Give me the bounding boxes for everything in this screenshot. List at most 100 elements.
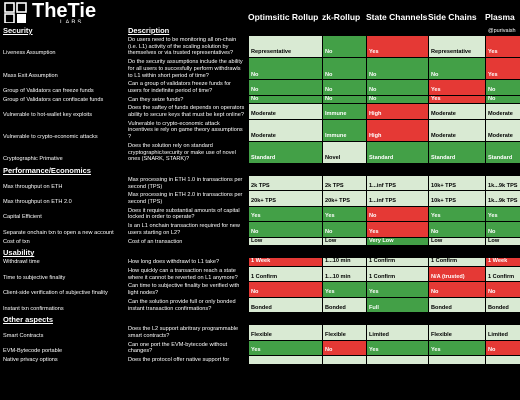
value-cell: Moderate <box>248 118 323 142</box>
value-cell: No <box>366 79 429 96</box>
value-cell: Full <box>366 296 429 314</box>
row-description: Do users need to be monitoring all on-ch… <box>125 34 249 59</box>
value-cell: Bonded <box>428 296 486 314</box>
value-cell: Moderate <box>248 103 323 120</box>
section-row: Performance/Economics <box>0 162 520 176</box>
spacer <box>322 312 367 326</box>
column-headers: Optimsitic Rollup zk-Rollup State Channels… <box>248 12 520 22</box>
value-cell: Standard <box>428 140 486 164</box>
table-body: Security Description @purivaish Liveness As… <box>0 23 520 365</box>
row-label: Time to subjective finality <box>0 265 126 283</box>
value-cell: Yes <box>366 34 429 59</box>
value-cell: No <box>322 57 367 81</box>
table-row: Client-side verification of subjective f… <box>0 281 520 298</box>
row-label: Max throughput on ETH <box>0 174 126 192</box>
row-description: Max processing in ETH 1.0 in transaction… <box>125 174 249 192</box>
handle <box>485 245 520 259</box>
value-cell: 1 Week <box>485 257 520 267</box>
value-cell: Bonded <box>248 296 323 314</box>
row-label: Client-side verification of subjective f… <box>0 281 126 298</box>
value-cell: No <box>248 221 323 238</box>
value-cell: N/A (trusted) <box>428 265 486 283</box>
value-cell: 20k+ TPS <box>322 190 367 207</box>
table-row: Liveness Assumption Do users need to be m… <box>0 34 520 59</box>
section-title: Performance/Economics <box>0 162 126 176</box>
value-cell: Moderate <box>428 118 486 142</box>
value-cell: 10k+ TPS <box>428 174 486 192</box>
value-cell <box>428 355 486 365</box>
row-label: Mass Exit Assumption <box>0 57 126 81</box>
value-cell: No <box>366 57 429 81</box>
row-label: Cryptographic Primative <box>0 140 126 164</box>
value-cell: No <box>322 221 367 238</box>
row-label: Max throughput on ETH 2.0 <box>0 190 126 207</box>
value-cell: No <box>322 339 367 357</box>
value-cell: Immune <box>322 103 367 120</box>
value-cell: High <box>366 118 429 142</box>
spacer <box>248 312 323 326</box>
section-title: Other aspects <box>0 312 126 326</box>
row-label: Vulnerable to hot-wallet key exploits <box>0 103 126 120</box>
table-row: Group of Validators can confiscate funds… <box>0 94 520 105</box>
row-description: Does it require substantial amounts of c… <box>125 205 249 223</box>
value-cell <box>322 355 367 365</box>
column-header: Side Chains <box>428 12 477 22</box>
spacer <box>248 23 323 36</box>
handle <box>485 162 520 176</box>
value-cell: 20k+ TPS <box>248 190 323 207</box>
section-row: Usability <box>0 245 520 259</box>
spacer <box>366 162 429 176</box>
row-label: Capital Efficient <box>0 205 126 223</box>
value-cell: 1...10 min <box>322 265 367 283</box>
value-cell: No <box>322 34 367 59</box>
value-cell: 1 Confirm <box>366 257 429 267</box>
spacer <box>322 245 367 259</box>
value-cell: Yes <box>366 221 429 238</box>
value-cell: High <box>366 103 429 120</box>
row-label: Smart Contracts <box>0 324 126 341</box>
row-label: Liveness Assumption <box>0 34 126 59</box>
row-description: Does the L2 support abritrary programmab… <box>125 324 249 341</box>
logo-text: TheTie <box>32 0 97 22</box>
value-cell: Low <box>428 236 486 247</box>
row-label: Group of Validators can freeze funds <box>0 79 126 96</box>
value-cell: Yes <box>428 79 486 96</box>
value-cell: 1 Week <box>248 257 323 267</box>
row-label: Cost of txn <box>0 236 126 247</box>
row-description: Can a group of validators freeze funds f… <box>125 79 249 96</box>
value-cell: No <box>485 339 520 357</box>
table-row: Cryptographic Primative Does the solution… <box>0 140 520 164</box>
value-cell: Standard <box>248 140 323 164</box>
table-row: Native privacy options Does the protocol … <box>0 355 520 365</box>
spacer <box>428 23 486 36</box>
value-cell <box>366 355 429 365</box>
value-cell: Representative <box>428 34 486 59</box>
value-cell: Yes <box>485 57 520 81</box>
table-row: Smart Contracts Does the L2 support abrit… <box>0 324 520 341</box>
value-cell: No <box>428 221 486 238</box>
spacer <box>366 23 429 36</box>
row-description: How quickly can a transaction reach a st… <box>125 265 249 283</box>
value-cell: 2k TPS <box>322 174 367 192</box>
value-cell: Limited <box>366 324 429 341</box>
value-cell: No <box>485 281 520 298</box>
value-cell: No <box>428 57 486 81</box>
spacer <box>428 162 486 176</box>
value-cell: Yes <box>366 281 429 298</box>
value-cell: No <box>248 94 323 105</box>
section-title: Usability <box>0 245 126 259</box>
column-header: Optimsitic Rollup <box>248 12 319 22</box>
value-cell: Low <box>322 236 367 247</box>
row-description: Cost of an transaction <box>125 236 249 247</box>
row-label: Group of Validators can confiscate funds <box>0 94 126 105</box>
value-cell: 1 Confirm <box>428 257 486 267</box>
value-cell: Very Low <box>366 236 429 247</box>
row-description: How long does withdrawl to L1 take? <box>125 257 249 267</box>
value-cell: Low <box>485 236 520 247</box>
spacer <box>322 162 367 176</box>
table-row: Separate onchain txn to open a new accou… <box>0 221 520 238</box>
column-header: zk-Rollup <box>322 12 361 22</box>
row-description: Vulnerable to crypto-economic attack inc… <box>125 118 249 142</box>
value-cell: Yes <box>248 339 323 357</box>
value-cell: No <box>485 94 520 105</box>
